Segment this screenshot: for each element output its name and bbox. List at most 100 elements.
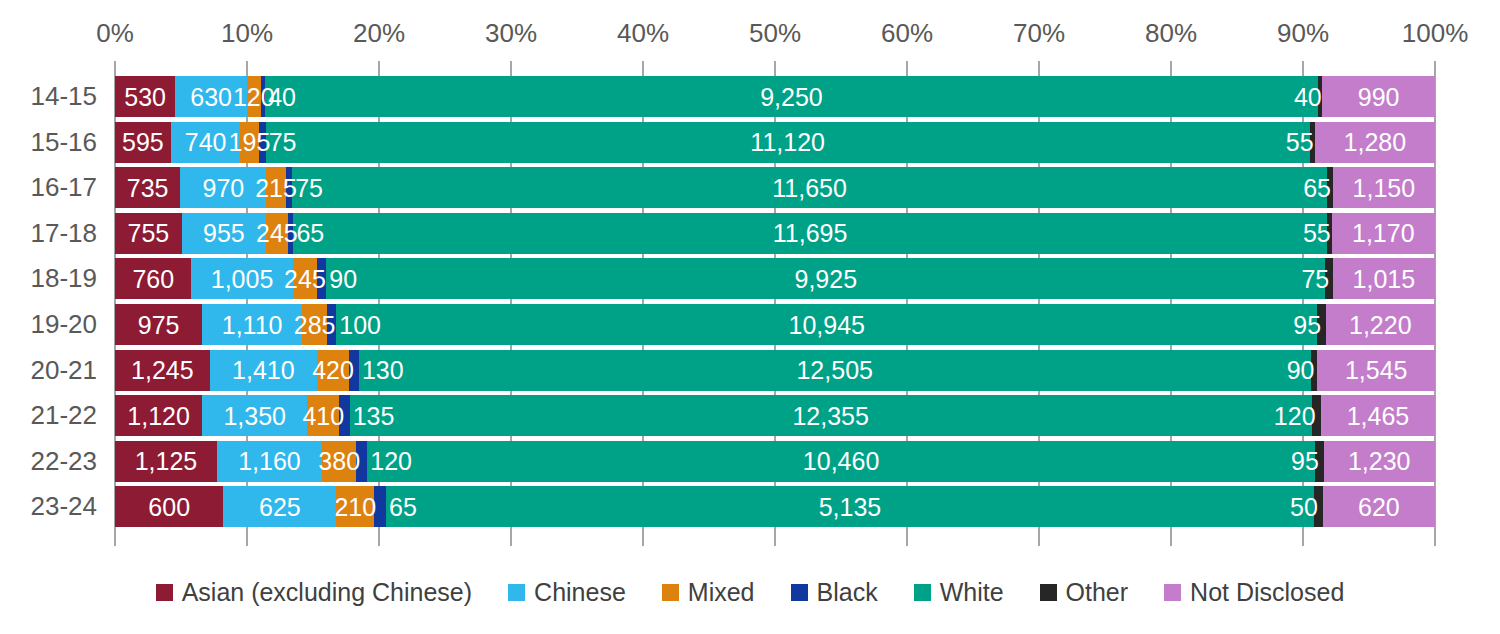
bar-segment: 65	[374, 486, 386, 527]
bar-segment-value: 10,945	[788, 310, 864, 339]
x-axis-tick-label: 20%	[353, 18, 405, 49]
legend-item: Asian (excluding Chinese)	[156, 578, 472, 607]
bar-segment: 11,120	[266, 122, 1310, 163]
bar-segment: 740	[171, 122, 240, 163]
bar-segment-value: 10,460	[803, 447, 879, 476]
bar-segment-value: 625	[259, 492, 301, 521]
x-axis-tick-label: 90%	[1277, 18, 1329, 49]
x-axis-tick-label: 60%	[881, 18, 933, 49]
bar-segment-value: 12,355	[792, 401, 868, 430]
bar-segment: 1,170	[1332, 213, 1435, 254]
legend-swatch-icon	[662, 584, 679, 601]
legend-item: White	[914, 578, 1004, 607]
x-axis-tick-label: 30%	[485, 18, 537, 49]
bar-row: 16-177359702157511,650651,150	[115, 167, 1435, 208]
bar-segment: 215	[266, 167, 285, 208]
x-axis-tick-label: 100%	[1402, 18, 1469, 49]
bar-segment: 75	[286, 167, 293, 208]
legend-item: Other	[1040, 578, 1129, 607]
bar-segment-value: 990	[1358, 82, 1400, 111]
category-label: 22-23	[0, 441, 97, 482]
bar-segment: 75	[1325, 258, 1333, 299]
bar-segment-value: 11,650	[772, 173, 847, 202]
bar-segment-value: 630	[190, 82, 232, 111]
bar-segment-value: 1,545	[1345, 356, 1408, 385]
bar-segment: 735	[115, 167, 180, 208]
bar-segment: 1,125	[115, 441, 217, 482]
bar-segment: 760	[115, 258, 191, 299]
bar-segment-value: 1,150	[1353, 173, 1416, 202]
bar-segment: 600	[115, 486, 223, 527]
bar-segment-value: 9,925	[795, 264, 858, 293]
bar-segment-value: 420	[312, 356, 354, 385]
bar-segment: 95	[1317, 304, 1326, 345]
stacked-bar-chart: 0%10%20%30%40%50%60%70%80%90%100% 14-155…	[0, 0, 1500, 634]
bar-segment: 285	[302, 304, 328, 345]
bar-row: 15-165957401957511,120551,280	[115, 122, 1435, 163]
bar-row: 17-187559552456511,695551,170	[115, 213, 1435, 254]
bar-segment: 120	[247, 76, 261, 117]
bar-segment: 625	[223, 486, 336, 527]
legend-swatch-icon	[791, 584, 808, 601]
bar-segment: 210	[336, 486, 374, 527]
bar-segment: 990	[1322, 76, 1435, 117]
bar-segment-value: 1,230	[1348, 447, 1411, 476]
legend-item: Black	[791, 578, 878, 607]
category-label: 17-18	[0, 213, 97, 254]
bar-segment: 75	[259, 122, 266, 163]
bar-segment-value: 1,170	[1352, 219, 1415, 248]
bar-segment: 595	[115, 122, 171, 163]
bar-segment: 10,945	[336, 304, 1317, 345]
bar-segment-value: 12,505	[796, 356, 872, 385]
bar-segment-value: 1,015	[1353, 264, 1416, 293]
bar-segment: 195	[240, 122, 258, 163]
bar-segment-value: 1,160	[238, 447, 301, 476]
bar-segment-value: 735	[127, 173, 169, 202]
legend-swatch-icon	[508, 584, 525, 601]
bar-segment: 1,015	[1333, 258, 1435, 299]
bar-segment-value: 1,245	[131, 356, 194, 385]
bar-segment-value: 1,120	[127, 401, 190, 430]
bar-segment-value: 210	[334, 492, 376, 521]
legend-item: Mixed	[662, 578, 755, 607]
bar-segment-value: 410	[302, 401, 344, 430]
bar-segment: 135	[339, 395, 350, 436]
bar-segment-value: 955	[203, 219, 245, 248]
category-label: 15-16	[0, 122, 97, 163]
bar-row: 18-197601,005245909,925751,015	[115, 258, 1435, 299]
bar-segment-value: 620	[1358, 492, 1400, 521]
bar-segment-value: 1,220	[1349, 310, 1412, 339]
bar-segment: 5,135	[386, 486, 1314, 527]
bar-segment: 1,350	[202, 395, 307, 436]
bar-segment: 620	[1323, 486, 1435, 527]
bar-segment: 955	[182, 213, 266, 254]
legend-label: White	[940, 578, 1004, 607]
bar-segment-value: 740	[185, 128, 227, 157]
bar-row: 22-231,1251,16038012010,460951,230	[115, 441, 1435, 482]
bar-segment: 1,245	[115, 350, 210, 391]
bar-segment: 380	[322, 441, 356, 482]
bar-segment: 50	[1314, 486, 1323, 527]
x-axis-tick-label: 50%	[749, 18, 801, 49]
category-label: 18-19	[0, 258, 97, 299]
legend-label: Black	[817, 578, 878, 607]
bar-segment: 975	[115, 304, 202, 345]
bar-row: 21-221,1201,35041013512,3551201,465	[115, 395, 1435, 436]
bar-segment: 1,545	[1317, 350, 1435, 391]
bar-segment: 530	[115, 76, 175, 117]
bar-row: 23-24600625210655,13550620	[115, 486, 1435, 527]
bar-segment-value: 11,695	[773, 219, 848, 248]
bar-segment: 1,220	[1326, 304, 1435, 345]
bar-segment: 1,120	[115, 395, 202, 436]
bar-segment-value: 970	[203, 173, 245, 202]
bar-segment: 245	[266, 213, 288, 254]
bar-segment: 130	[349, 350, 359, 391]
bar-segment: 245	[293, 258, 318, 299]
bar-segment: 12,505	[359, 350, 1311, 391]
plot-area: 0%10%20%30%40%50%60%70%80%90%100% 14-155…	[115, 0, 1435, 634]
category-label: 20-21	[0, 350, 97, 391]
bar-segment: 970	[180, 167, 266, 208]
bar-segment: 1,110	[202, 304, 301, 345]
bar-segment: 630	[175, 76, 247, 117]
legend-label: Asian (excluding Chinese)	[182, 578, 472, 607]
